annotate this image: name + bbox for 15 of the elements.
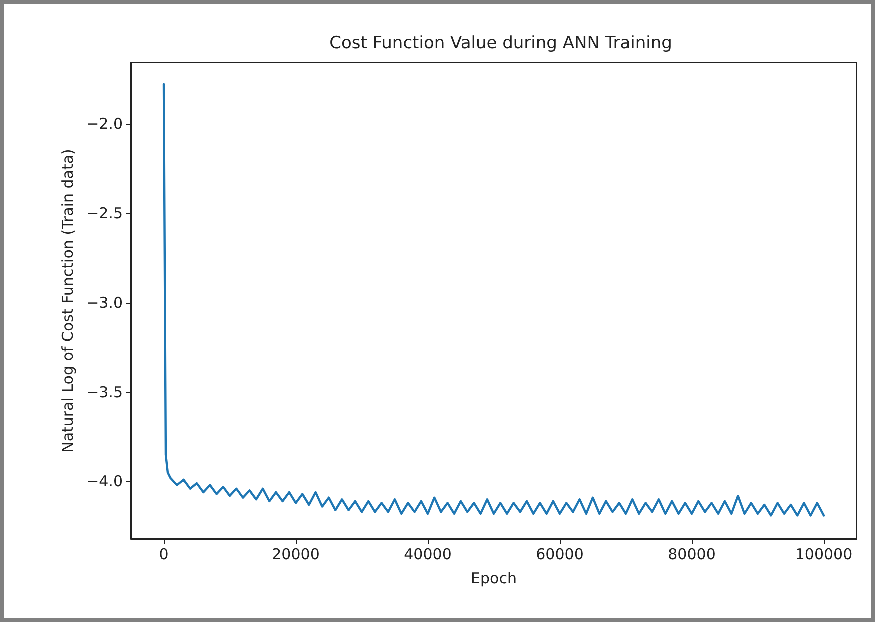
chart-title: Cost Function Value during ANN Training (330, 34, 672, 54)
x-tick-label: 80000 (668, 546, 716, 564)
x-tick-label: 60000 (536, 546, 584, 564)
x-tick-label: 40000 (404, 546, 452, 564)
line-series (162, 83, 826, 517)
x-tick-label: 100000 (795, 546, 853, 564)
x-tick-label: 0 (159, 546, 169, 564)
x-tick-label: 20000 (272, 546, 320, 564)
y-tick-label: −2.0 (86, 114, 123, 133)
y-tick-label: −3.5 (86, 383, 123, 402)
y-tick-label: −3.0 (86, 294, 123, 312)
x-axis-title: Epoch (471, 570, 517, 588)
y-tick-label: −4.0 (86, 472, 123, 491)
y-tick-label: −2.5 (86, 204, 123, 222)
y-axis-title: Natural Log of Cost Function (Train data) (59, 149, 78, 453)
